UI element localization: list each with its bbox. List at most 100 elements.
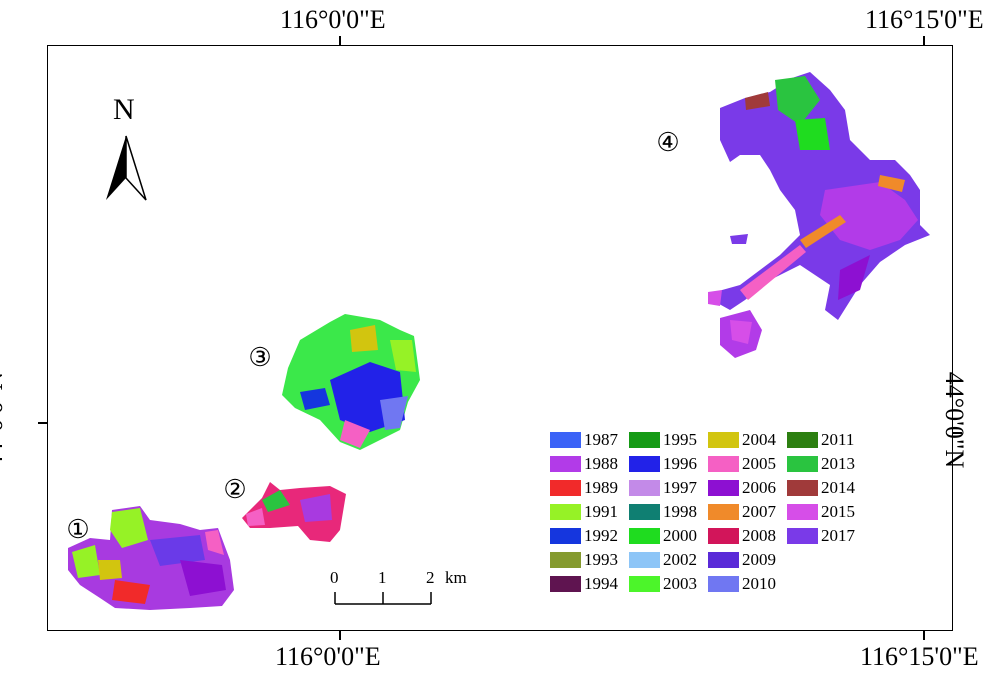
- region-2-patch: [242, 482, 346, 542]
- scale-tick-2: 2: [426, 568, 435, 587]
- legend-item: 2009: [708, 550, 776, 570]
- legend-label: 2015: [821, 502, 855, 521]
- north-arrow-icon: [106, 135, 147, 201]
- north-label: N: [113, 93, 135, 126]
- legend-label: 1989: [584, 478, 618, 497]
- legend-swatch: [629, 456, 660, 472]
- legend-item: 1995: [629, 430, 697, 450]
- legend-swatch: [550, 456, 581, 472]
- coord-top-left: 116°0'0"E: [280, 5, 386, 34]
- legend-swatch: [708, 576, 739, 592]
- legend-item: 2006: [708, 478, 776, 498]
- tick-left: [38, 422, 47, 424]
- legend-swatch: [629, 432, 660, 448]
- legend-swatch: [550, 432, 581, 448]
- legend-item: 2015: [787, 502, 855, 522]
- tick-top-right: [923, 36, 925, 45]
- legend-item: 1998: [629, 502, 697, 522]
- legend-label: 2008: [742, 526, 776, 545]
- legend-label: 2017: [821, 526, 855, 545]
- legend-swatch: [550, 552, 581, 568]
- legend-item: 1997: [629, 478, 697, 498]
- legend-item: 1987: [550, 430, 618, 450]
- legend-label: 2011: [821, 430, 855, 449]
- legend-swatch: [708, 432, 739, 448]
- legend-label: 1998: [663, 502, 697, 521]
- region-1-label: ①: [66, 515, 89, 544]
- legend-label: 2003: [663, 574, 697, 593]
- legend-label: 2004: [742, 430, 776, 449]
- coord-bottom-left: 116°0'0"E: [275, 642, 381, 671]
- legend-item: 2003: [629, 574, 697, 594]
- legend-item: 2007: [708, 502, 776, 522]
- legend-swatch: [708, 480, 739, 496]
- scale-tick-0: 0: [330, 568, 339, 587]
- legend-swatch: [550, 504, 581, 520]
- legend-label: 2000: [663, 526, 697, 545]
- legend-label: 1994: [584, 574, 618, 593]
- legend-item: 1996: [629, 454, 697, 474]
- region-4-label: ④: [656, 128, 679, 157]
- legend-item: 1991: [550, 502, 618, 522]
- legend-swatch: [629, 504, 660, 520]
- legend-item: 1992: [550, 526, 618, 546]
- legend-label: 1996: [663, 454, 697, 473]
- legend-swatch: [550, 528, 581, 544]
- map-frame: [47, 45, 953, 631]
- legend-label: 1992: [584, 526, 618, 545]
- legend-item: 2010: [708, 574, 776, 594]
- legend-item: 2002: [629, 550, 697, 570]
- legend-label: 1987: [584, 430, 618, 449]
- legend-label: 1995: [663, 430, 697, 449]
- tick-top-left: [339, 36, 341, 45]
- legend-swatch: [550, 576, 581, 592]
- region-1-patch: [68, 506, 234, 610]
- legend-swatch: [629, 552, 660, 568]
- legend-item: 2013: [787, 454, 855, 474]
- coord-top-right: 116°15'0"E: [865, 5, 984, 34]
- region-2-label: ②: [223, 475, 246, 504]
- scale-bar: [334, 592, 432, 605]
- legend-label: 1991: [584, 502, 618, 521]
- region-4-patch: [708, 72, 930, 358]
- legend-label: 2009: [742, 550, 776, 569]
- scale-unit: km: [445, 568, 467, 587]
- legend-swatch: [787, 480, 818, 496]
- legend-swatch: [787, 432, 818, 448]
- legend-label: 1988: [584, 454, 618, 473]
- tick-bottom-right: [923, 631, 925, 640]
- tick-bottom-left: [339, 631, 341, 640]
- legend-label: 2006: [742, 478, 776, 497]
- legend-label: 2007: [742, 502, 776, 521]
- scale-tick-1: 1: [378, 568, 387, 587]
- region-3-patch: [282, 314, 420, 450]
- legend-swatch: [708, 456, 739, 472]
- legend-item: 1994: [550, 574, 618, 594]
- legend-swatch: [629, 528, 660, 544]
- legend-label: 1997: [663, 478, 697, 497]
- legend-swatch: [629, 480, 660, 496]
- legend-item: 1993: [550, 550, 618, 570]
- legend-item: 2008: [708, 526, 776, 546]
- legend-label: 2005: [742, 454, 776, 473]
- legend-item: 2011: [787, 430, 854, 450]
- legend-item: 1989: [550, 478, 618, 498]
- legend-item: 2014: [787, 478, 855, 498]
- legend-label: 2010: [742, 574, 776, 593]
- legend-swatch: [708, 528, 739, 544]
- region-3-label: ③: [248, 343, 271, 372]
- legend-swatch: [787, 456, 818, 472]
- legend-label: 1993: [584, 550, 618, 569]
- legend-item: 2017: [787, 526, 855, 546]
- legend-item: 2000: [629, 526, 697, 546]
- legend-swatch: [708, 552, 739, 568]
- legend-swatch: [550, 480, 581, 496]
- legend-item: 2005: [708, 454, 776, 474]
- coord-bottom-right: 116°15'0"E: [860, 642, 979, 671]
- legend-label: 2002: [663, 550, 697, 569]
- legend-swatch: [787, 528, 818, 544]
- legend-item: 1988: [550, 454, 618, 474]
- legend-swatch: [629, 576, 660, 592]
- tick-right: [953, 432, 962, 434]
